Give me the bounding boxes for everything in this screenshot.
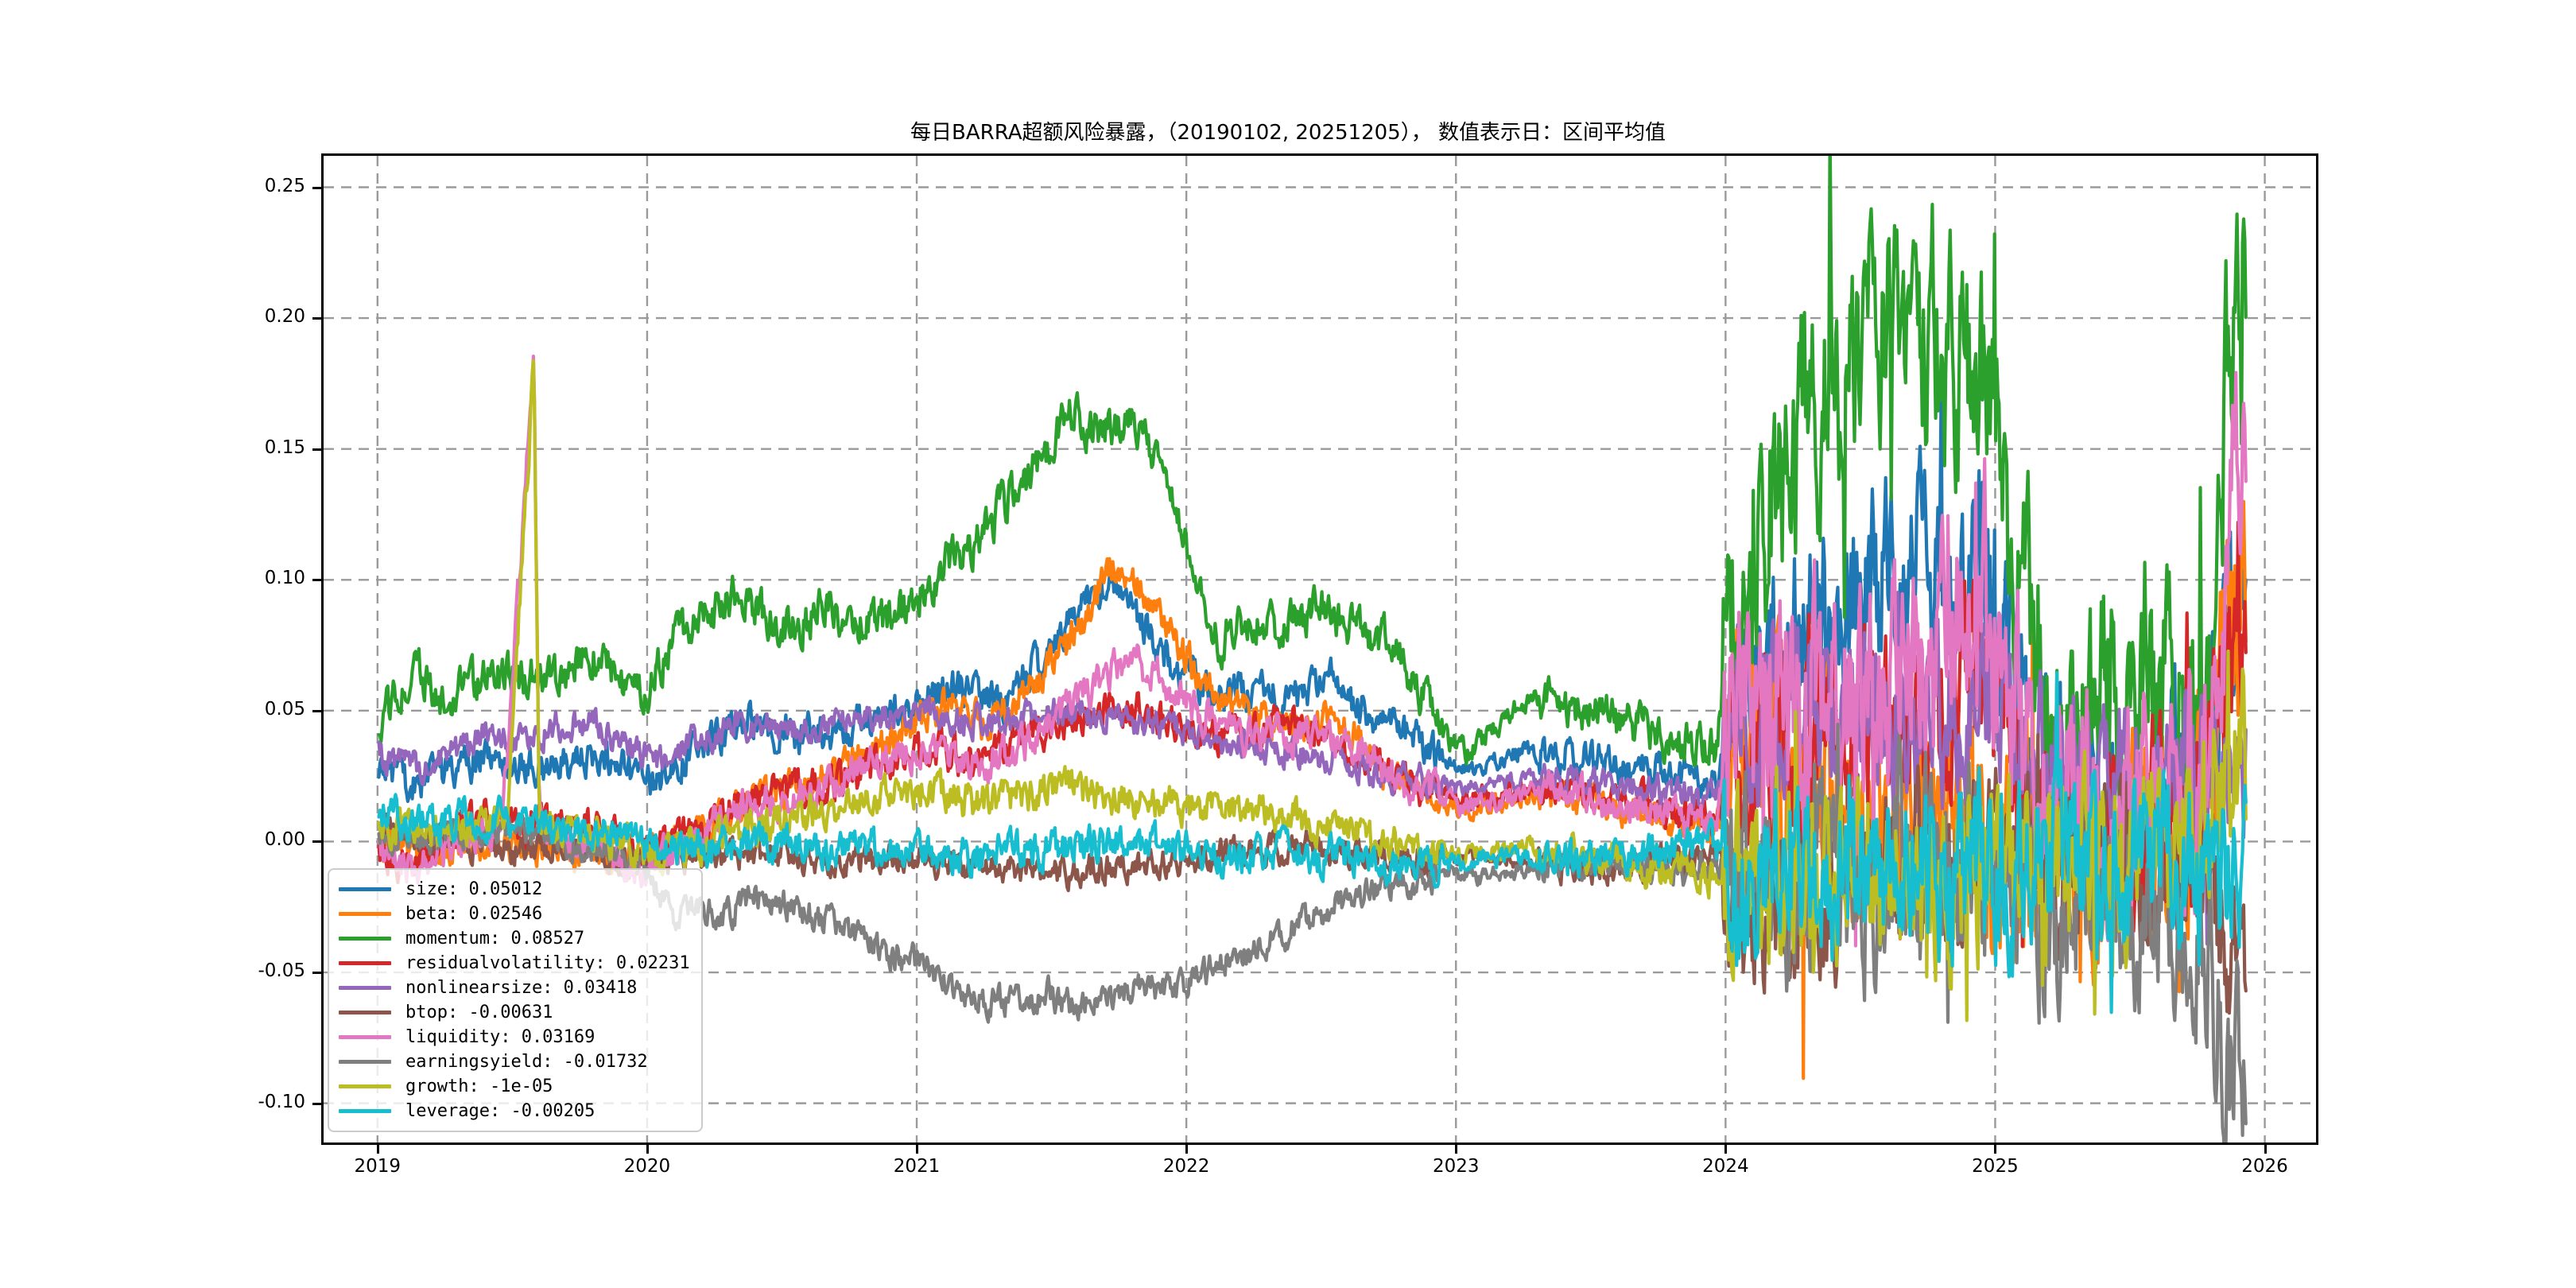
legend[interactable]: size: 0.05012 beta: 0.02546 momentum: 0.… [328, 868, 703, 1132]
y-axis-tick-label: 0.00 [264, 829, 305, 851]
y-axis-tick-label: 0.10 [264, 568, 305, 589]
legend-item-label: size: 0.05012 [405, 879, 543, 899]
x-axis-tick-label: 2019 [354, 1156, 402, 1177]
x-axis-tick-label: 2025 [1972, 1156, 2019, 1177]
x-axis-tick-mark [646, 1145, 649, 1154]
y-axis-tick-mark [312, 840, 321, 844]
page-title: 每日BARRA超额风险暴露，（20190102, 20251205）， 数值表示… [910, 121, 1666, 145]
x-axis-tick-label: 2021 [893, 1156, 941, 1177]
y-axis-tick-label: -0.05 [258, 960, 305, 982]
x-axis-tick-label: 2020 [623, 1156, 671, 1177]
legend-color-swatch [339, 1011, 391, 1014]
legend-color-swatch [339, 1109, 391, 1113]
y-axis-tick-label: -0.10 [258, 1091, 305, 1112]
y-axis-tick-mark [312, 1102, 321, 1105]
x-axis-tick-label: 2024 [1702, 1156, 1749, 1177]
legend-item[interactable]: beta: 0.02546 [339, 902, 690, 926]
legend-color-swatch [339, 986, 391, 990]
y-axis-tick-mark [312, 579, 321, 582]
legend-item-label: growth: -1e-05 [405, 1077, 553, 1096]
legend-item-label: momentum: 0.08527 [405, 929, 585, 949]
y-axis-tick-mark [312, 972, 321, 975]
legend-color-swatch [339, 887, 391, 891]
legend-color-swatch [339, 1060, 391, 1064]
y-axis-tick-label: 0.20 [264, 306, 305, 328]
legend-item-label: leverage: -0.00205 [405, 1101, 596, 1121]
x-axis-tick-mark [1455, 1145, 1458, 1154]
series-lines [377, 156, 2248, 1143]
legend-item[interactable]: size: 0.05012 [339, 877, 690, 902]
x-axis-tick-mark [916, 1145, 919, 1154]
x-axis-tick-mark [1185, 1145, 1189, 1154]
legend-item-label: beta: 0.02546 [405, 904, 543, 924]
x-axis-tick-label: 2022 [1162, 1156, 1210, 1177]
legend-color-swatch [339, 937, 391, 941]
y-axis-tick-mark [312, 709, 321, 712]
legend-item-label: liquidity: 0.03169 [405, 1027, 596, 1047]
x-axis-tick-mark [2264, 1145, 2267, 1154]
legend-item-label: nonlinearsize: 0.03418 [405, 978, 638, 998]
legend-item-label: residualvolatility: 0.02231 [405, 953, 690, 973]
x-axis-tick-mark [1724, 1145, 1728, 1154]
legend-item[interactable]: nonlinearsize: 0.03418 [339, 976, 690, 1000]
y-axis-tick-label: 0.25 [264, 175, 305, 196]
legend-color-swatch [339, 912, 391, 916]
y-axis-tick-mark [312, 186, 321, 189]
x-axis-tick-label: 2026 [2241, 1156, 2288, 1177]
x-axis-tick-mark [1994, 1145, 1997, 1154]
y-axis-tick-label: 0.05 [264, 698, 305, 720]
legend-color-swatch [339, 1035, 391, 1039]
legend-item-label: earningsyield: -0.01732 [405, 1052, 648, 1072]
legend-item[interactable]: earningsyield: -0.01732 [339, 1049, 690, 1074]
legend-item[interactable]: momentum: 0.08527 [339, 926, 690, 951]
legend-item[interactable]: liquidity: 0.03169 [339, 1025, 690, 1049]
legend-item[interactable]: growth: -1e-05 [339, 1074, 690, 1099]
legend-color-swatch [339, 1084, 391, 1088]
legend-item-label: btop: -0.00631 [405, 1003, 553, 1022]
y-axis-tick-label: 0.15 [264, 436, 305, 458]
x-axis-tick-label: 2023 [1432, 1156, 1480, 1177]
legend-item[interactable]: btop: -0.00631 [339, 1000, 690, 1025]
y-axis-tick-mark [312, 448, 321, 451]
legend-color-swatch [339, 961, 391, 965]
legend-item[interactable]: residualvolatility: 0.02231 [339, 951, 690, 976]
x-axis-tick-mark [376, 1145, 379, 1154]
legend-item[interactable]: leverage: -0.00205 [339, 1099, 690, 1123]
y-axis-tick-mark [312, 317, 321, 320]
